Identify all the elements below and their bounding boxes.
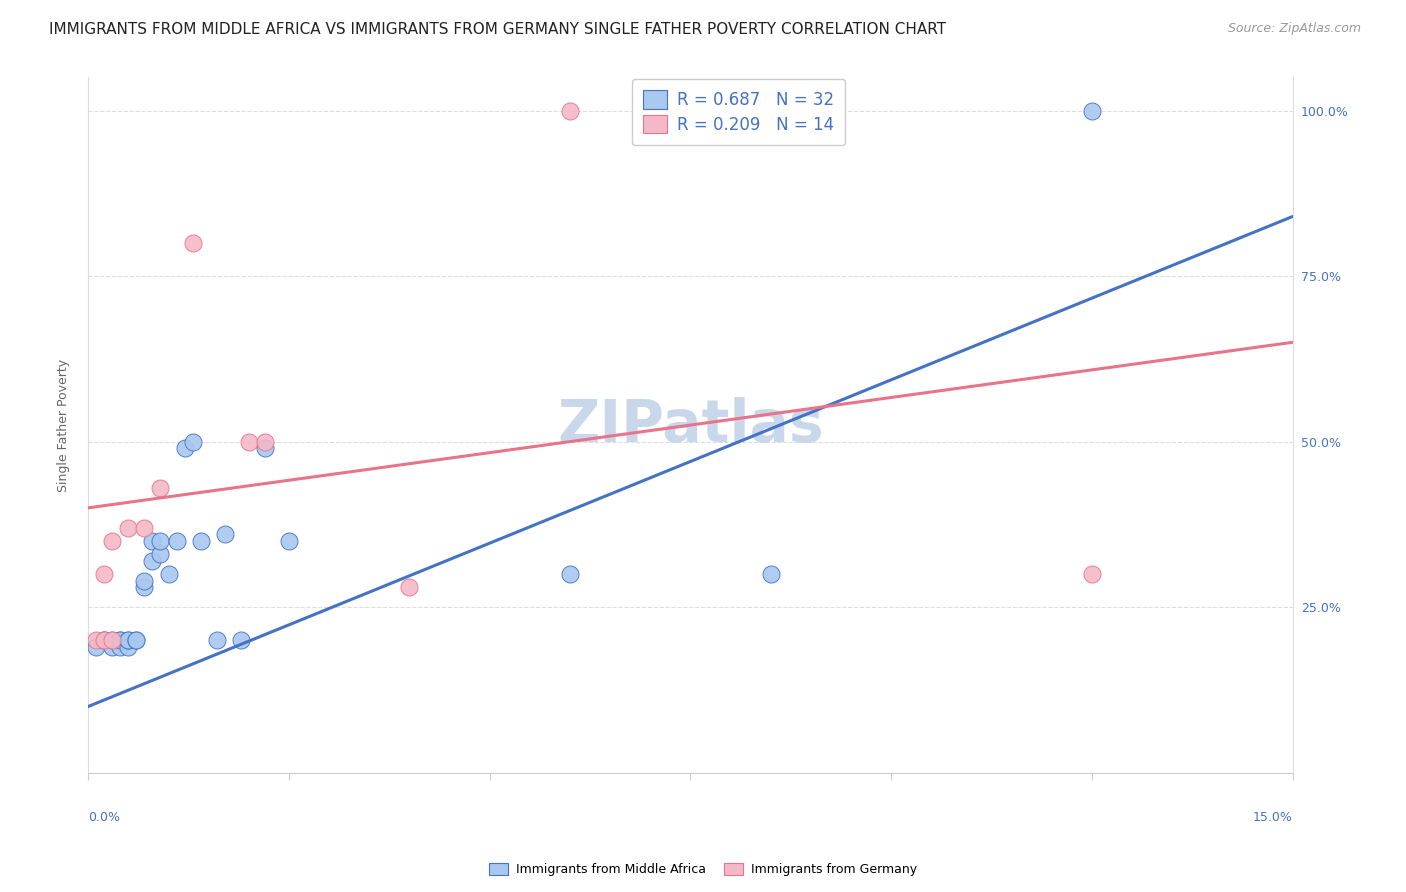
Point [117,640,139,654]
Point [134,580,156,594]
Text: 15.0%: 15.0% [1253,811,1292,824]
Point [141,533,163,548]
Point [558,103,581,118]
Point [117,633,139,648]
Point [214,527,236,541]
Point [238,434,260,449]
Point [93,633,115,648]
Point [101,640,124,654]
Text: IMMIGRANTS FROM MIDDLE AFRICA VS IMMIGRANTS FROM GERMANY SINGLE FATHER POVERTY C: IMMIGRANTS FROM MIDDLE AFRICA VS IMMIGRA… [49,22,946,37]
Legend: Immigrants from Middle Africa, Immigrants from Germany: Immigrants from Middle Africa, Immigrant… [484,858,922,881]
Point [173,442,195,456]
Point [110,633,132,648]
Point [181,235,204,250]
Point [93,633,115,648]
Legend: R = 0.687   N = 32, R = 0.209   N = 14: R = 0.687 N = 32, R = 0.209 N = 14 [631,78,845,145]
Text: ZIPatlas: ZIPatlas [557,397,824,453]
Point [759,567,782,582]
Point [149,481,172,495]
Point [166,533,188,548]
Point [141,554,163,568]
Point [117,633,139,648]
Point [134,521,156,535]
Point [149,533,172,548]
Point [134,574,156,588]
Point [101,633,124,648]
Point [149,547,172,561]
Point [398,580,420,594]
Point [110,640,132,654]
Text: Source: ZipAtlas.com: Source: ZipAtlas.com [1227,22,1361,36]
Point [84,633,107,648]
Point [101,533,124,548]
Point [278,533,301,548]
Point [181,434,204,449]
Point [558,567,581,582]
Point [190,533,212,548]
Point [93,633,115,648]
Point [253,442,276,456]
Point [253,434,276,449]
Point [117,521,139,535]
Point [101,633,124,648]
Y-axis label: Single Father Poverty: Single Father Poverty [58,359,70,491]
Point [1081,567,1104,582]
Point [125,633,148,648]
Point [1081,103,1104,118]
Point [125,633,148,648]
Point [157,567,180,582]
Point [93,567,115,582]
Point [205,633,228,648]
Point [84,640,107,654]
Point [110,633,132,648]
Point [229,633,252,648]
Text: 0.0%: 0.0% [89,811,121,824]
